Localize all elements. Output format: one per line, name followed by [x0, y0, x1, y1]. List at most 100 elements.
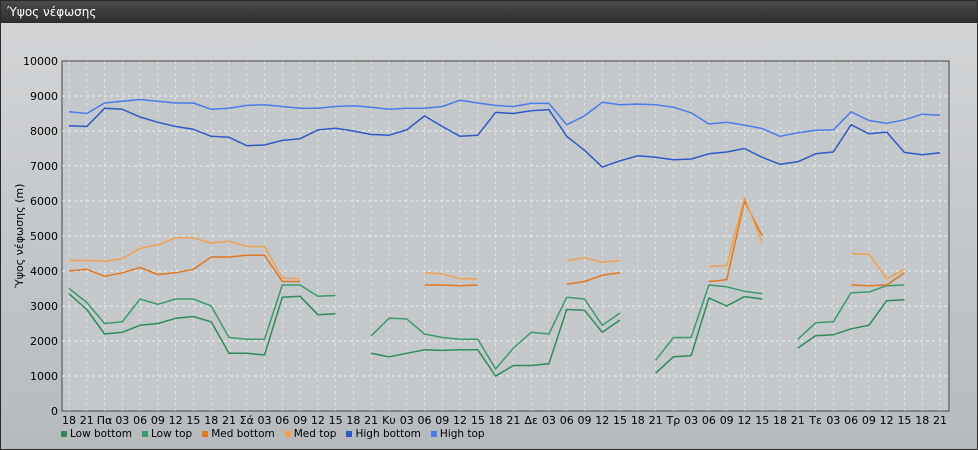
y-tick-label: 0	[51, 405, 58, 418]
legend-label: Med bottom	[211, 428, 275, 440]
x-tick-label: 15	[329, 414, 343, 427]
x-tick-label: 18	[346, 414, 360, 427]
x-tick-label: 12	[311, 414, 325, 427]
x-tick-label: 06	[844, 414, 858, 427]
legend-label: Med top	[293, 428, 337, 440]
x-tick-label: 06	[702, 414, 716, 427]
x-tick-label: 06	[418, 414, 432, 427]
y-axis-label: Ύψος νέφωσης (m)	[13, 184, 26, 290]
series-line-med-top	[69, 237, 301, 280]
legend-label: High bottom	[355, 428, 421, 440]
series-line-high-top	[68, 98, 941, 138]
y-tick-label: 2000	[30, 335, 58, 348]
series-line-low-bottom	[797, 298, 905, 349]
series-line-med-bottom	[68, 254, 301, 283]
legend-swatch	[346, 431, 353, 437]
x-tick-label: 15	[471, 414, 485, 427]
legend-item: High top	[430, 427, 485, 441]
x-tick-label: 21	[933, 414, 947, 427]
x-tick-label: 18	[773, 414, 787, 427]
legend-item: Med bottom	[202, 427, 275, 441]
x-tick-label: 09	[720, 414, 734, 427]
series-line-low-top	[655, 284, 763, 361]
series-line-low-bottom	[371, 308, 621, 377]
x-tick-label: 21	[364, 414, 378, 427]
x-tick-label: 12	[169, 414, 183, 427]
x-tick-label: 18	[631, 414, 645, 427]
x-tick-labels: 18 21 Πα 03 06 09 12 15 18 21 Σά 03 06 09 12 15 18 21 Κυ 03…	[62, 414, 947, 427]
x-tick-label: Σά	[240, 414, 254, 427]
x-tick-label: Πα	[97, 414, 113, 427]
x-tick-label: 21	[222, 414, 236, 427]
legend-label: Low bottom	[70, 428, 132, 440]
legend-swatch	[61, 431, 67, 437]
y-tick-label: 9000	[30, 90, 58, 103]
x-tick-label: 18	[915, 414, 929, 427]
legend-label: High top	[439, 428, 485, 440]
grid-lines	[62, 61, 949, 411]
series-line-low-bottom	[655, 295, 763, 374]
y-tick-labels: 0 1000 2000 3000 4000 5000 6000 7000 8000 9000 100…	[23, 55, 58, 418]
chart-legend: Low bottom Low top Med bottom Med top High b…	[61, 427, 485, 441]
legend-item: Med top	[284, 427, 337, 441]
y-tick-label: 10000	[23, 55, 58, 68]
series-line-med-top	[708, 196, 763, 268]
series-line-med-bottom	[566, 272, 621, 286]
legend-label: Low top	[151, 428, 193, 440]
x-tick-label: 09	[293, 414, 307, 427]
legend-swatch	[142, 431, 148, 437]
series-line-med-top	[851, 252, 905, 280]
x-tick-label: Τρ	[666, 414, 681, 427]
x-tick-label: 06	[133, 414, 147, 427]
window-title: Ύψος νέφωσης	[1, 1, 977, 23]
x-tick-label: 09	[151, 414, 165, 427]
x-tick-label: Δε	[524, 414, 538, 427]
x-tick-label: 09	[435, 414, 449, 427]
y-tick-label: 8000	[30, 125, 58, 138]
y-tick-label: 6000	[30, 195, 58, 208]
x-tick-label: 18	[489, 414, 503, 427]
series-line-med-top	[566, 256, 621, 264]
series-line-low-bottom	[68, 293, 336, 356]
y-tick-label: 7000	[30, 160, 58, 173]
legend-swatch	[284, 431, 291, 437]
x-tick-label: 09	[577, 414, 591, 427]
x-tick-label: 06	[275, 414, 289, 427]
x-tick-label: 03	[684, 414, 698, 427]
series-line-high-bottom	[68, 107, 941, 168]
x-tick-label: 18	[204, 414, 218, 427]
legend-swatch	[430, 431, 437, 437]
x-tick-label: 03	[826, 414, 840, 427]
x-tick-label: 15	[186, 414, 200, 427]
series-line-med-bottom	[424, 284, 478, 287]
x-tick-label: 03	[542, 414, 556, 427]
x-tick-label: 03	[400, 414, 414, 427]
y-tick-label: 5000	[30, 230, 58, 243]
x-tick-label: 21	[649, 414, 663, 427]
legend-swatch	[202, 431, 209, 437]
x-tick-label: Κυ	[382, 414, 396, 427]
x-tick-label: 03	[115, 414, 129, 427]
series-line-low-top	[68, 284, 336, 341]
x-tick-label: 15	[897, 414, 911, 427]
x-tick-label: 21	[80, 414, 94, 427]
y-tick-label: 4000	[30, 265, 58, 278]
x-tick-label: 06	[560, 414, 574, 427]
x-tick-label: 03	[258, 414, 272, 427]
y-tick-label: 3000	[30, 300, 58, 313]
series-lines	[68, 98, 941, 377]
legend-item: High bottom	[346, 427, 421, 441]
x-tick-label: Τε	[808, 414, 822, 427]
cloud-height-chart: 0 1000 2000 3000 4000 5000 6000 7000 8000 9000 100…	[13, 55, 950, 427]
x-tick-label: 21	[506, 414, 520, 427]
series-line-med-bottom	[851, 272, 905, 287]
series-line-med-top	[424, 272, 478, 280]
series-line-low-top	[370, 296, 621, 370]
x-tick-label: 18	[62, 414, 76, 427]
x-tick-label: 12	[595, 414, 609, 427]
y-tick-label: 1000	[30, 370, 58, 383]
legend-item: Low bottom	[61, 427, 132, 441]
x-tick-label: 09	[862, 414, 876, 427]
x-tick-label: 21	[791, 414, 805, 427]
